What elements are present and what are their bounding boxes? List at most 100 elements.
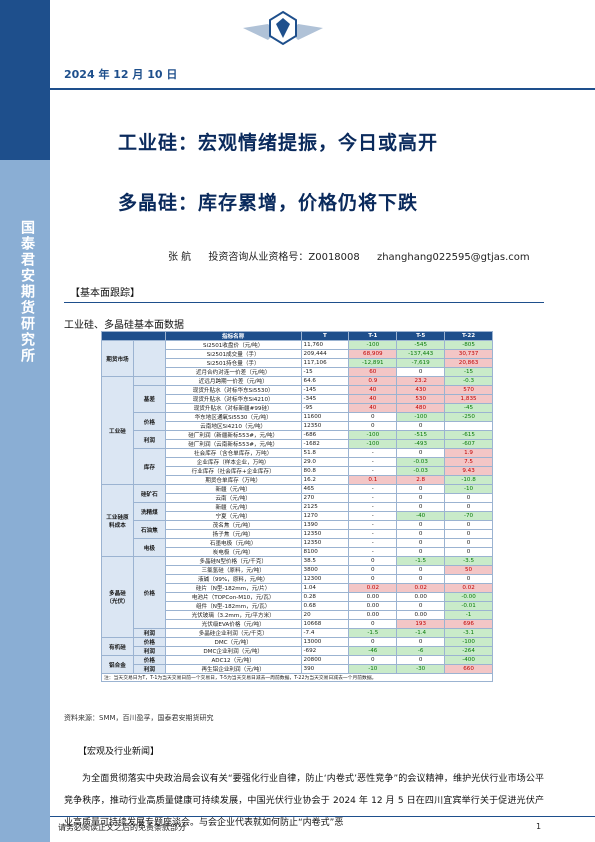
cell-indicator: 炭电极（元/吨）: [164, 547, 302, 557]
cell-indicator: 光伏玻璃（3.2mm，元/平方米）: [164, 610, 302, 620]
table-row: 利润 再生铝企业利润（元/吨） 390 -10 -30 660: [102, 664, 493, 674]
cell-t1: 0.00: [348, 592, 398, 602]
cell-indicator: DMC企业利润（元/吨）: [164, 646, 302, 656]
header-t22: T-22: [444, 331, 493, 341]
row-subcategory: 利润: [132, 664, 166, 674]
row-subcategory: 价格: [132, 655, 166, 665]
cell-t1: -: [348, 493, 398, 503]
cell-t22: -45: [444, 403, 493, 413]
cell-t: 11,760: [300, 340, 350, 350]
cell-t22: -10: [444, 484, 493, 494]
author-name: 张 航: [168, 252, 192, 263]
row-subcategory: 价格: [132, 412, 166, 431]
cell-t: 10668: [300, 619, 350, 629]
table-row: 洗精煤 新疆（元/吨） 2125-0 0: [102, 502, 493, 521]
cell-t5: -40: [396, 511, 446, 521]
cell-indicator: 近远月跨期一价差（元/吨）: [164, 376, 302, 386]
cell-t22: -3.1: [444, 628, 493, 638]
table-title: 工业硅、多晶硅基本面数据: [64, 320, 184, 331]
cell-t5: -1.5: [396, 556, 446, 566]
table-header-row: 指标名称 T T-1 T-5 T-22: [101, 331, 493, 341]
cell-t22: 696: [444, 619, 493, 629]
cell-t1: 40: [348, 403, 398, 413]
cell-t22: 7.5: [444, 457, 493, 467]
cell-t: 51.8: [300, 448, 350, 458]
cell-t22: -250: [444, 412, 493, 422]
cell-t5: 193: [396, 619, 446, 629]
cell-t5: 0: [396, 655, 446, 665]
cell-t22: -70: [444, 511, 493, 521]
cell-t1: -100: [348, 430, 398, 440]
cell-t1: -: [348, 520, 398, 530]
footer-disclaimer[interactable]: 请务必阅读正文之后的免责条款部分: [58, 823, 186, 832]
sidebar-bottom: 国泰君安期货研究所: [0, 160, 50, 842]
cell-t: 390: [300, 664, 350, 674]
table-row: 硅厂利润（云南新标553#，元/吨） -1682 -100 -493 -607: [102, 439, 493, 449]
cell-t: 12300: [300, 574, 350, 584]
cell-indicator: 新疆（元/吨）: [164, 484, 302, 494]
cell-t5: 0.00: [396, 610, 446, 620]
header-t: T: [300, 331, 350, 341]
cell-t5: 0: [396, 529, 446, 539]
cell-t: 465: [300, 484, 350, 494]
cell-indicator: 近月合约对连一价差（元/吨）: [164, 367, 302, 377]
cell-t5: 0: [396, 547, 446, 557]
author-line: 张 航 投资咨询从业资格号：Z0018008 zhanghang022595@g…: [168, 248, 544, 263]
cell-indicator: 现货升贴水（对标华东Si5530）: [164, 385, 302, 395]
cell-t1: -46: [348, 646, 398, 656]
cell-indicator: 新疆（元/吨）: [164, 502, 302, 512]
cell-t: 12350: [300, 538, 350, 548]
news-paragraph: 为全面贯彻落实中央政治局会议有关“要强化行业自律，防止‘内卷式’恶性竞争”的会议…: [64, 774, 544, 828]
cell-t1: -1.5: [348, 628, 398, 638]
cell-t22: -264: [444, 646, 493, 656]
cell-t1: 0: [348, 412, 398, 422]
author-email[interactable]: zhanghang022595@gtjas.com: [376, 252, 530, 263]
row-subcategory: 价格: [132, 556, 166, 629]
cell-indicator: 行业库存（社会库存+企业库存）: [164, 466, 302, 476]
table-row: 电极 石墨电极（元/吨） 12350-0 0: [102, 538, 493, 557]
cell-t5: -137,443: [396, 349, 446, 359]
cell-t1: -: [348, 457, 398, 467]
cell-t5: 0: [396, 421, 446, 431]
cell-indicator: 液碱（99%，原料，元/吨）: [164, 574, 302, 584]
row-category: 期货市场: [101, 340, 134, 377]
cell-t1: -: [348, 538, 398, 548]
section-basic: 【基本面跟踪】: [70, 288, 140, 299]
section-macro: 【宏观及行业新闻】: [78, 747, 160, 757]
report-date: 2024 年 12 月 10 日: [64, 68, 178, 81]
cell-t1: 60: [348, 367, 398, 377]
cell-t1: -: [348, 511, 398, 521]
cell-t5: 0: [396, 493, 446, 503]
table-note: 注：当天交易日为T，T-1为当天交易日前一个交易日，T-5为当天交易日减去一周前…: [101, 672, 493, 683]
cell-indicator: 社会库存（含仓单库存，万吨）: [164, 448, 302, 458]
cell-t1: -100: [348, 439, 398, 449]
cell-indicator: 多晶硅企业利润（元/千克）: [164, 628, 302, 638]
table-row: 期货市场 Si2501收盘价（元/吨） 11,760 -100 -545 -805: [101, 340, 493, 377]
fundamentals-table: 指标名称 T T-1 T-5 T-22 期货市场 Si2501收盘价（元/吨） 11…: [101, 331, 493, 683]
cell-t: 2125: [300, 502, 350, 512]
table-row: 库存 社会库存（含仓单库存，万吨） 51.8-0 1.9: [102, 448, 493, 485]
row-category: 多晶硅（光伏）: [101, 556, 134, 638]
table-row: 多晶硅（光伏） 价格 多晶硅N型价格（元/千克） 38.5 0 -1.5 -3.5: [101, 556, 493, 638]
row-subcategory: 库存: [132, 448, 166, 485]
cell-t5: 0: [396, 448, 446, 458]
cell-t: -345: [300, 394, 350, 404]
table-row: 企业库存（样本企业，万吨） 29.0- -0.03 7.5: [102, 457, 493, 467]
cell-t5: 0: [396, 637, 446, 647]
table-row: 石油焦 茂名焦（元/吨） 1390-0 0: [102, 520, 493, 539]
cell-t: 12350: [300, 529, 350, 539]
table-row: 价格 华东地区通氧Si5530（元/吨） 11600 0 -100 -250: [102, 412, 493, 431]
cell-t5: 0: [396, 502, 446, 512]
cell-t5: 0: [396, 538, 446, 548]
cell-t22: 30,737: [444, 349, 493, 359]
cell-t1: 40: [348, 394, 398, 404]
footer-divider: [50, 816, 595, 817]
table-row: 利润 多晶硅企业利润（元/千克） -7.4 -1.5 -1.4 -3.1: [102, 628, 493, 638]
cell-t1: 0.1: [348, 475, 398, 485]
cell-indicator: 电池片（TOPCon-M10，元/瓦）: [164, 592, 302, 602]
cell-t1: -: [348, 466, 398, 476]
row-subcategory: 硅矿石: [132, 484, 166, 503]
cell-t22: 0: [444, 520, 493, 530]
cell-t22: 0: [444, 493, 493, 503]
cell-t22: 0: [444, 547, 493, 557]
